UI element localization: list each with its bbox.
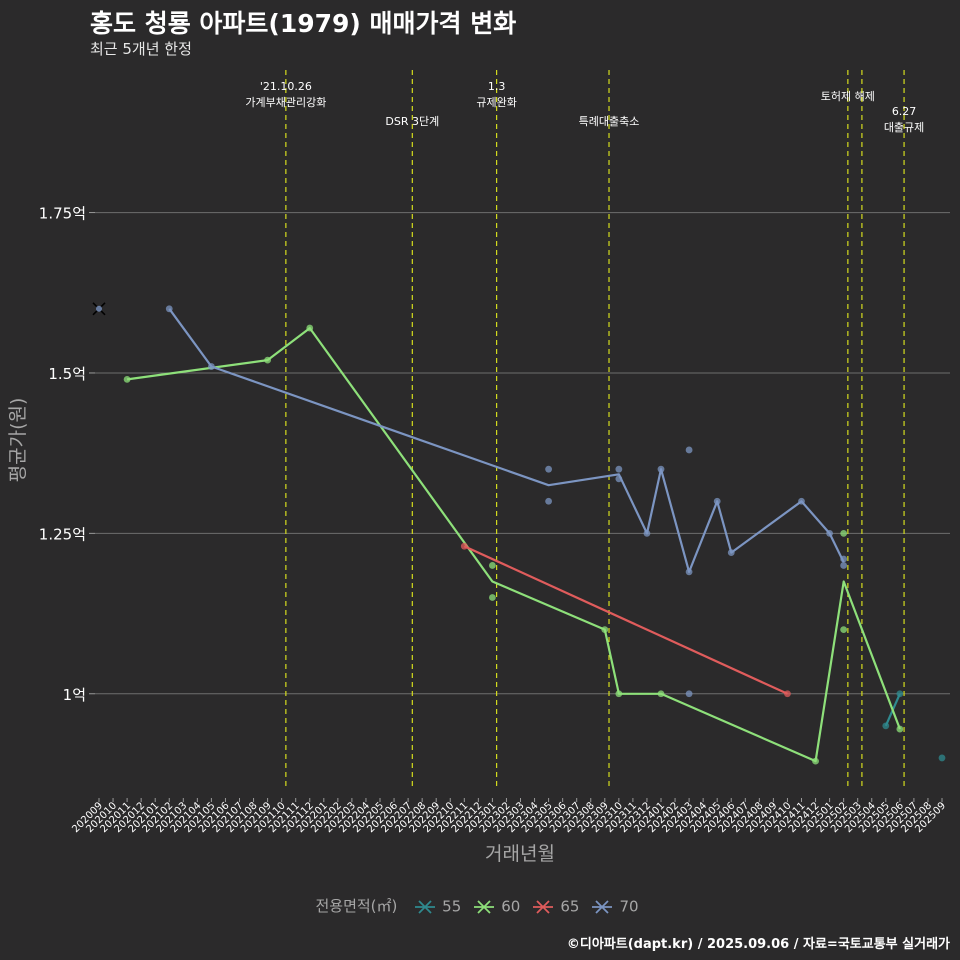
footer-credit: ©디아파트(dapt.kr) / 2025.09.06 / 자료=국토교통부 실… (566, 937, 950, 952)
data-point-70 (713, 497, 721, 505)
data-point-70 (685, 690, 693, 698)
event-label: 1.3 규제완화 (476, 80, 516, 109)
legend-key-icon (533, 899, 554, 914)
chart-title: 홍도 청룡 아파트(1979) 매매가격 변화 (90, 9, 517, 38)
y-tick-label: 1.75억 (39, 205, 86, 223)
point-layer (92, 302, 946, 765)
event-label: 특례대출축소 (579, 115, 640, 128)
legend-label: 55 (442, 897, 462, 916)
data-point-70 (826, 529, 833, 537)
y-tick-label: 1억 (63, 686, 86, 704)
data-point-60 (601, 626, 609, 634)
data-point-70 (96, 305, 102, 312)
data-point-55 (882, 722, 890, 730)
event-label: 토허제 해제 (821, 89, 875, 103)
data-point-70 (727, 549, 735, 557)
legend: 전용면적(㎡) 55 60 65 70 (0, 895, 960, 916)
event-label: '21.10.26 가계부채관리강화 (245, 80, 326, 109)
legend-item-65: 65 (532, 897, 579, 916)
legend-item-70: 70 (591, 897, 639, 916)
legend-label: 65 (560, 897, 580, 916)
data-point-60 (123, 375, 131, 383)
data-point-70 (840, 562, 848, 569)
event-label: 6.27 대출규제 (884, 105, 924, 134)
y-tick-label: 1.5억 (48, 365, 86, 383)
grid-layer (95, 212, 950, 695)
event-label: DSR 3단계 (385, 115, 439, 128)
series-line-60 (126, 327, 901, 763)
data-point-60 (840, 529, 848, 537)
legend-label: 70 (619, 897, 639, 916)
chart-subtitle: 최근 5개년 한정 (90, 40, 192, 58)
legend-key-icon (474, 899, 495, 914)
data-point-60 (840, 626, 848, 634)
data-point-65 (784, 690, 791, 698)
x-axis-label: 거래년월 (485, 843, 555, 865)
data-point-70 (545, 465, 552, 473)
data-point-60 (812, 757, 819, 765)
y-axis-label: 평균가(원) (7, 398, 29, 483)
data-point-70 (657, 465, 665, 473)
data-point-55 (938, 754, 946, 762)
data-point-60 (264, 356, 271, 364)
data-point-70 (165, 305, 173, 313)
legend-label: 60 (501, 897, 521, 916)
data-point-70 (685, 568, 693, 576)
data-point-60 (489, 562, 496, 569)
data-point-70 (685, 446, 693, 454)
legend-key-icon (592, 899, 613, 914)
data-point-70 (798, 497, 805, 505)
legend-item-55: 55 (414, 897, 461, 916)
data-point-65 (460, 542, 468, 550)
line-layer (126, 308, 901, 763)
data-point-70 (615, 475, 623, 483)
series-line-70 (168, 308, 845, 574)
data-point-70 (643, 529, 651, 537)
series-line-65 (463, 545, 788, 695)
data-point-70 (545, 497, 552, 505)
y-tick-label: 1.25억 (39, 525, 86, 543)
axis-layer: 1억1.25억1.5억1.75억202009202010202011202012… (39, 205, 948, 836)
legend-item-60: 60 (473, 897, 520, 916)
data-point-60 (896, 725, 904, 733)
data-point-60 (615, 690, 623, 698)
data-point-60 (306, 324, 314, 332)
legend-title: 전용면적(㎡) (315, 897, 398, 915)
legend-key-icon (415, 899, 436, 914)
data-point-55 (896, 690, 904, 698)
data-point-70 (840, 555, 848, 563)
data-point-60 (657, 690, 665, 698)
data-point-60 (489, 594, 496, 601)
data-point-70 (208, 363, 215, 370)
data-point-70 (615, 465, 623, 473)
